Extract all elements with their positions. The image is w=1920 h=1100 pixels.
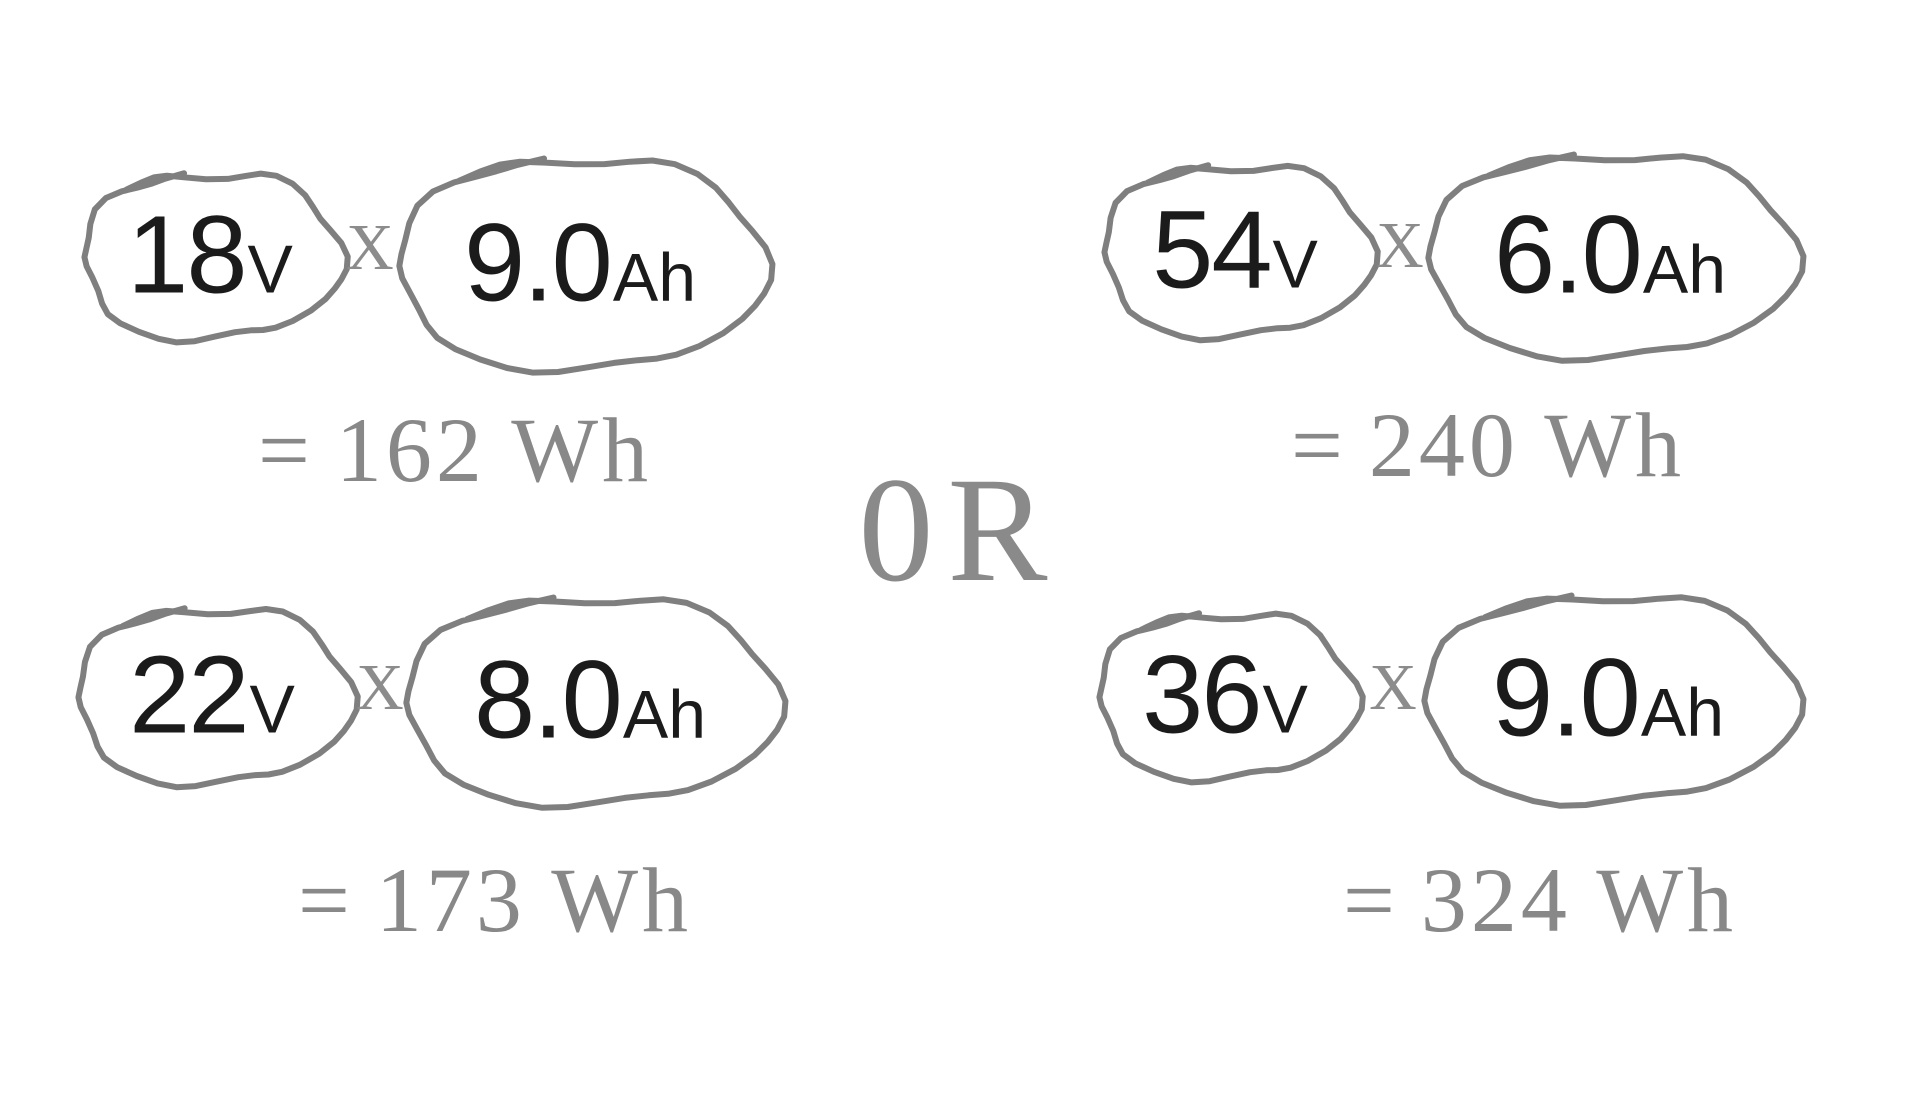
eq3-volts-number: 54 [1152,189,1270,312]
eq2-volts-unit: V [250,672,295,748]
eq3-amphours: 6.0Ah [1494,192,1726,319]
separator-text: 0R [858,447,1061,613]
eq1-volts-number: 18 [127,194,245,317]
eq2-result-value: 173 Wh [376,849,692,951]
eq1-amphours: 9.0Ah [464,200,696,327]
eq1-amphours-unit: Ah [613,240,696,316]
eq4-amphours-unit: Ah [1641,675,1724,751]
eq1-amphours-value: 9.0Ah [464,200,696,327]
eq4-amphours: 9.0Ah [1492,635,1724,762]
eq1-amphours-number: 9.0 [464,202,611,325]
eq1-result: =162 Wh [258,397,652,503]
eq2-volts-value: 22V [129,632,295,759]
eq2-amphours-unit: Ah [623,677,706,753]
eq4-result-value: 324 Wh [1421,849,1737,951]
eq1-volts-value: 18V [127,192,293,319]
eq4-amphours-value: 9.0Ah [1492,635,1724,762]
eq2-amphours: 8.0Ah [474,637,706,764]
eq2-result: =173 Wh [298,847,692,953]
eq1-multiply-icon: X [346,210,394,286]
eq4-volts-value: 36V [1142,632,1308,759]
eq4-volts-number: 36 [1142,634,1260,757]
eq3-amphours-number: 6.0 [1494,194,1641,317]
eq3-volts-unit: V [1273,227,1318,303]
eq3-amphours-unit: Ah [1643,232,1726,308]
separator-or: 0R [858,444,1061,616]
eq3-result: =240 Wh [1291,392,1685,498]
eq2-amphours-number: 8.0 [474,639,621,762]
eq1-volts: 18V [127,192,293,319]
eq3-volts-value: 54V [1152,187,1318,314]
eq2-volts-number: 22 [129,634,247,757]
eq2-volts: 22V [129,632,295,759]
eq4-multiply-icon: X [1369,650,1417,726]
eq3-multiply-icon: X [1376,208,1424,284]
eq4-volts: 36V [1142,632,1308,759]
eq4-equals: = [1343,849,1399,951]
eq2-multiply-icon: X [356,650,404,726]
eq4-amphours-number: 9.0 [1492,637,1639,760]
eq3-amphours-value: 6.0Ah [1494,192,1726,319]
eq3-equals: = [1291,394,1347,496]
eq1-result-value: 162 Wh [336,399,652,501]
eq2-equals: = [298,849,354,951]
eq3-result-value: 240 Wh [1369,394,1685,496]
diagram-stage: 0R 18V9.0AhX=162 Wh22V8.0AhX=173 Wh54V6.… [0,0,1920,1100]
eq3-volts: 54V [1152,187,1318,314]
eq4-result: =324 Wh [1343,847,1737,953]
eq2-amphours-value: 8.0Ah [474,637,706,764]
eq1-equals: = [258,399,314,501]
eq1-volts-unit: V [248,232,293,308]
eq4-volts-unit: V [1263,672,1308,748]
